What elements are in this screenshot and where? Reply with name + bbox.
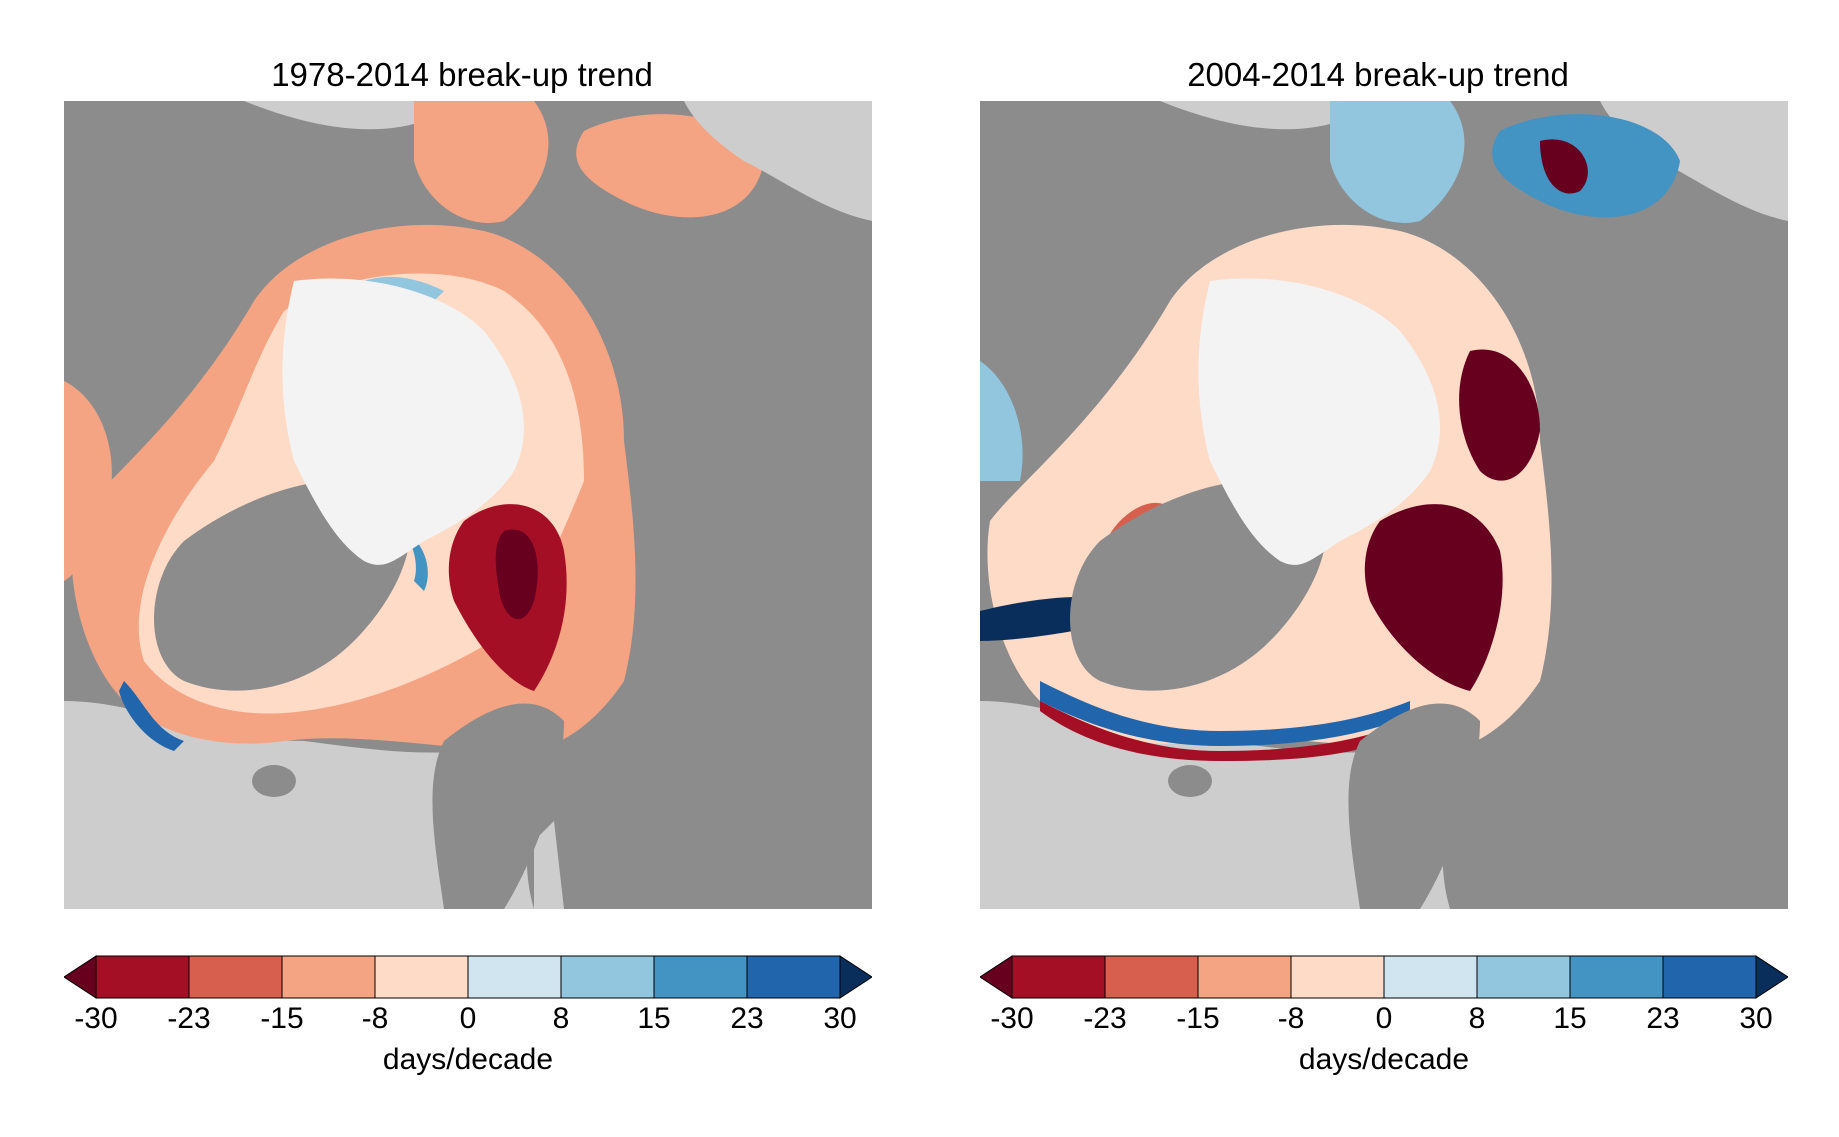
colorbar-tick-label: 0	[1375, 1002, 1393, 1035]
bering-sea-ice	[1330, 101, 1465, 223]
bering-sea-ice	[414, 101, 549, 223]
colorbar-tick-label: 23	[1646, 1002, 1680, 1035]
panel-1978-2014: 1978-2014 break-up trend -30 -23 -15 -8 0 8 15…	[58, 0, 898, 1137]
north-atlantic-ocean	[64, 701, 534, 909]
colorbar-bin	[95, 955, 190, 999]
colorbar-bin	[467, 955, 562, 999]
map-title: 2004-2014 break-up trend	[1187, 56, 1569, 93]
colorbar-bin	[1197, 955, 1292, 999]
scandinavia	[432, 703, 564, 909]
north-pacific-ocean	[64, 101, 424, 130]
colorbar	[64, 955, 872, 999]
baltic-ocean	[534, 821, 564, 909]
iceland	[252, 765, 296, 797]
colorbar-tick-label: 8	[552, 1002, 570, 1035]
central-arctic-ice	[1198, 278, 1440, 565]
colorbar-tick-label: 30	[1739, 1002, 1773, 1035]
colorbar-tick-label: -23	[1083, 1002, 1127, 1035]
colorbar-bin	[374, 955, 469, 999]
break-up-trend-map	[980, 101, 1788, 909]
hudson-bay-west	[980, 361, 1023, 481]
colorbar-over-arrow	[1755, 955, 1788, 999]
colorbar-ticks: -30 -23 -15 -8 0 8 15 23 30	[64, 1002, 872, 1042]
colorbar-bin	[653, 955, 748, 999]
negative-trend-greenland	[1040, 701, 1410, 761]
colorbar-tick-label: 30	[823, 1002, 857, 1035]
central-arctic-ice	[282, 278, 524, 565]
positive-trend-svalbard	[404, 531, 428, 591]
colorbar-ticks: -30 -23 -15 -8 0 8 15 23 30	[980, 1002, 1788, 1042]
colorbar-tick-label: 8	[1468, 1002, 1486, 1035]
colorbar-under-arrow	[64, 955, 97, 999]
colorbar	[980, 955, 1788, 999]
colorbar-bin	[1104, 955, 1199, 999]
colorbar-tick-label: 15	[637, 1002, 671, 1035]
hudson-bay-ice	[64, 381, 112, 581]
colorbar-tick-label: -23	[167, 1002, 211, 1035]
break-up-trend-map	[64, 101, 872, 909]
barents-kara-hotspot	[1364, 504, 1503, 691]
north-pacific-ocean-east	[684, 101, 872, 221]
panel-2004-2014: 2004-2014 break-up trend -30 -23 -15 -8 0 8 15…	[974, 0, 1814, 1137]
laptev-hotspot	[1459, 349, 1540, 481]
iceland	[1168, 765, 1212, 797]
colorbar-tick-label: 15	[1553, 1002, 1587, 1035]
colorbar-bin	[1383, 955, 1478, 999]
colorbar-tick-label: -8	[361, 1002, 389, 1035]
units-label: days/decade	[1298, 1043, 1470, 1076]
colorbar-bin	[1290, 955, 1385, 999]
colorbar-bin	[281, 955, 376, 999]
map-title: 1978-2014 break-up trend	[271, 56, 653, 93]
colorbar-bin	[188, 955, 283, 999]
colorbar-bin	[560, 955, 655, 999]
colorbar-bin	[1662, 955, 1757, 999]
colorbar-under-arrow	[980, 955, 1013, 999]
okhotsk-hotspot	[1540, 139, 1588, 194]
positive-trend-greenland	[1040, 681, 1410, 746]
scandinavia	[1348, 703, 1480, 909]
colorbar-tick-label: 23	[730, 1002, 764, 1035]
colorbar-bin	[746, 955, 841, 999]
colorbar-tick-label: -15	[1176, 1002, 1220, 1035]
colorbar-over-arrow	[839, 955, 872, 999]
colorbar-tick-label: -30	[990, 1002, 1034, 1035]
colorbar-tick-label: -15	[260, 1002, 304, 1035]
north-pacific-ocean	[980, 101, 1340, 130]
hotspot-core	[495, 529, 538, 620]
colorbar-tick-label: -8	[1277, 1002, 1305, 1035]
colorbar-bin	[1476, 955, 1571, 999]
positive-trend-greenland	[119, 681, 184, 751]
colorbar-tick-label: 0	[459, 1002, 477, 1035]
colorbar-bin	[1011, 955, 1106, 999]
colorbar-bin	[1569, 955, 1664, 999]
colorbar-tick-label: -30	[74, 1002, 118, 1035]
units-label: days/decade	[382, 1043, 554, 1076]
